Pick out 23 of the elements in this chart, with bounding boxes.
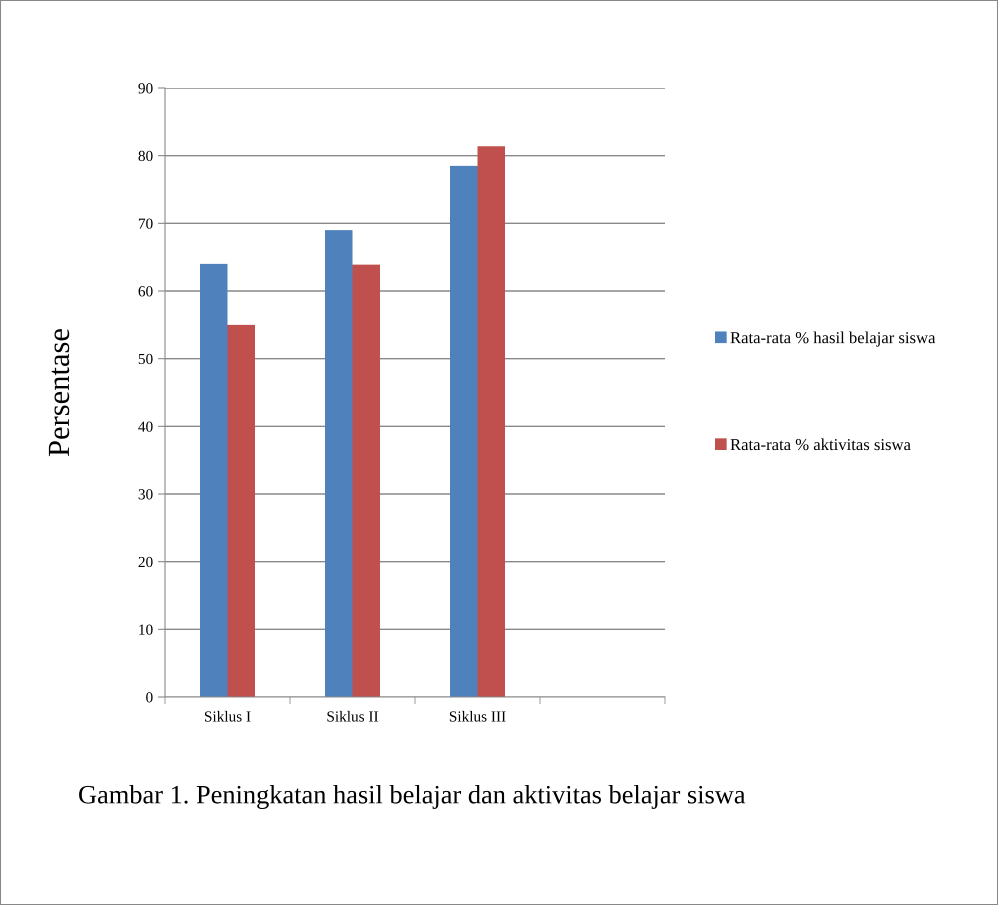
y-tick-label: 70 xyxy=(138,218,153,229)
y-tick-label: 80 xyxy=(138,150,153,162)
bar xyxy=(352,264,380,697)
bar xyxy=(325,230,352,697)
bar xyxy=(228,324,255,697)
y-tick-label: 10 xyxy=(139,624,153,635)
y-tick-label: 90 xyxy=(138,83,153,94)
legend-label: Rata-rata % hasil belajar siswa xyxy=(730,332,936,347)
bar xyxy=(200,264,228,697)
y-tick-label: 0 xyxy=(146,692,153,702)
x-tick-label: Siklus II xyxy=(327,710,378,722)
x-tick-label: Siklus I xyxy=(204,710,251,722)
y-axis-title: Persentase xyxy=(48,329,70,456)
bar xyxy=(478,146,505,697)
legend-label: Rata-rata % aktivitas siswa xyxy=(730,438,911,450)
y-tick-label: 50 xyxy=(138,354,153,364)
bar xyxy=(450,166,478,697)
y-tick-label: 20 xyxy=(138,556,153,568)
y-tick-label: 40 xyxy=(138,421,153,432)
text: Gambar 1. Peningkatan hasil belajar dan aktivitas belajar siswa xyxy=(79,785,746,810)
y-tick-label: 30 xyxy=(138,489,153,500)
y-tick-label: 60 xyxy=(138,286,153,296)
x-tick-label: Siklus III xyxy=(450,710,506,722)
